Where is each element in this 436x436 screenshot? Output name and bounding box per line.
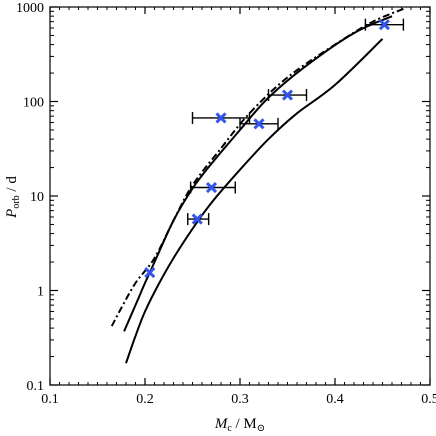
data-point-7 xyxy=(378,19,390,31)
data-point-2 xyxy=(191,213,203,225)
x-tick-labels: 0.1 0.2 0.3 0.4 0.5 xyxy=(41,392,436,407)
y-axis-label: Porb / d xyxy=(4,176,22,219)
data-point-5 xyxy=(253,118,265,130)
plot-frame xyxy=(49,6,431,386)
y-tick-label: 100 xyxy=(23,96,44,111)
data-point-1 xyxy=(144,266,156,279)
y-tick-labels: 0.1 1 10 100 1000 xyxy=(16,1,44,394)
y-tick-label: 10 xyxy=(30,190,44,205)
x-axis-label: Mc / M⊙ xyxy=(214,416,265,434)
axis-ticks xyxy=(49,6,431,386)
data-point-6 xyxy=(281,89,294,101)
x-tick-label: 0.1 xyxy=(41,392,59,407)
model-curve-2 xyxy=(123,15,393,332)
model-curve-3 xyxy=(110,6,407,327)
data-markers xyxy=(144,19,390,279)
y-tick-label: 1 xyxy=(37,285,44,300)
y-tick-label: 1000 xyxy=(16,1,44,16)
data-point-3 xyxy=(205,181,218,194)
y-tick-label: 0.1 xyxy=(27,379,45,394)
model-curves xyxy=(110,6,407,364)
model-curve-1 xyxy=(125,38,384,364)
x-tick-label: 0.2 xyxy=(136,392,154,407)
x-tick-label: 0.3 xyxy=(231,392,249,407)
x-tick-label: 0.4 xyxy=(326,392,344,407)
data-point-4 xyxy=(215,112,227,124)
x-tick-label: 0.5 xyxy=(421,392,436,407)
